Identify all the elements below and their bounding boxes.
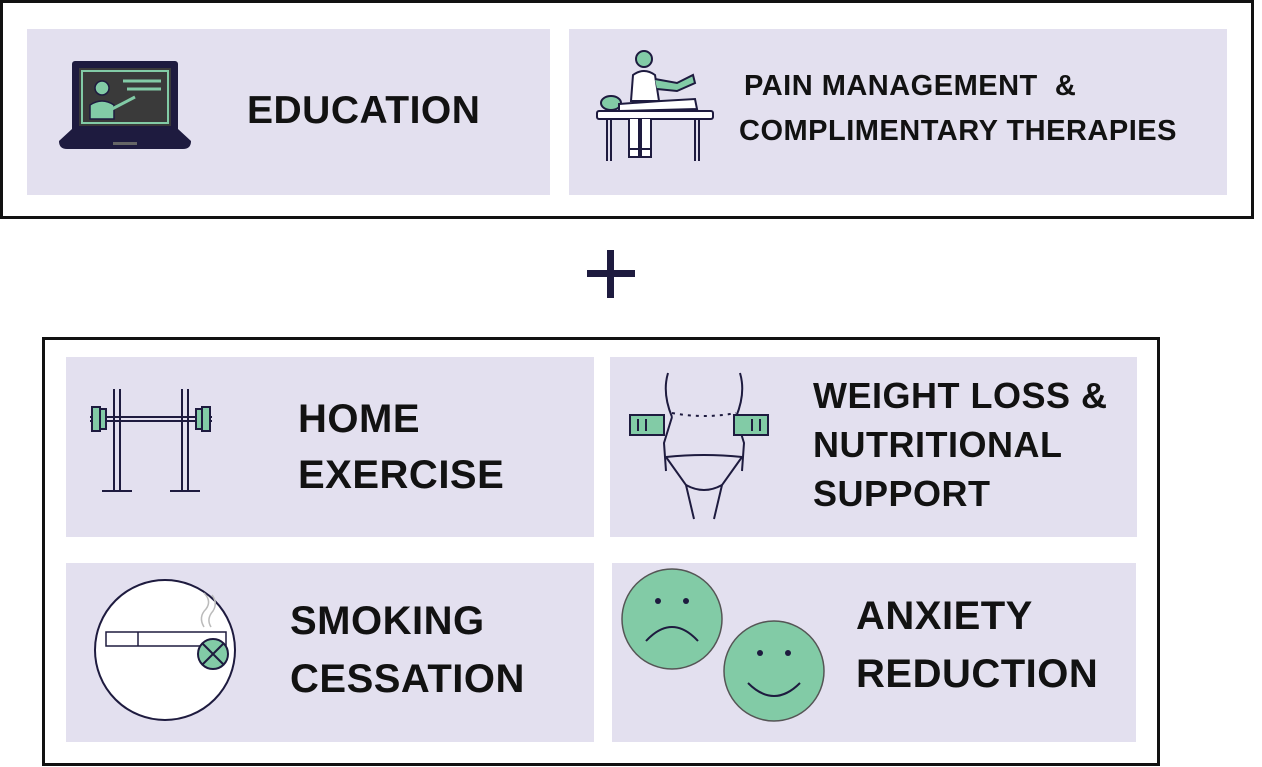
anxiety-reduction-line2: REDUCTION [856,652,1099,696]
barbell-rack-icon [86,387,216,495]
home-exercise-line1: HOME [298,397,420,441]
home-exercise-card: HOME EXERCISE [66,357,594,537]
education-label: EDUCATION [247,89,481,132]
sad-to-happy-faces-icon [620,567,830,725]
physiotherapy-massage-icon [591,49,717,163]
weight-loss-line2: NUTRITIONAL [813,424,1063,465]
laptop-presentation-icon [57,57,193,151]
anxiety-reduction-line1: ANXIETY [856,594,1033,638]
pain-management-line1: PAIN MANAGEMENT & [744,70,1077,102]
pain-management-line2: COMPLIMENTARY THERAPIES [739,115,1177,147]
waist-measuring-tape-icon [628,371,770,521]
home-exercise-line2: EXERCISE [298,453,505,497]
weight-loss-line1: WEIGHT LOSS & [813,375,1108,416]
weight-loss-card: WEIGHT LOSS & NUTRITIONAL SUPPORT [610,357,1137,537]
anxiety-reduction-card: ANXIETY REDUCTION [612,563,1136,742]
weight-loss-line3: SUPPORT [813,473,991,514]
smoking-cessation-card: SMOKING CESSATION [66,563,594,742]
pain-management-card: PAIN MANAGEMENT & COMPLIMENTARY THERAPIE… [569,29,1227,195]
no-smoking-cigarette-icon [92,577,238,723]
plus-connector [585,248,637,300]
smoking-cessation-line1: SMOKING [290,599,485,643]
smoking-cessation-line2: CESSATION [290,657,525,701]
education-card: EDUCATION [27,29,550,195]
